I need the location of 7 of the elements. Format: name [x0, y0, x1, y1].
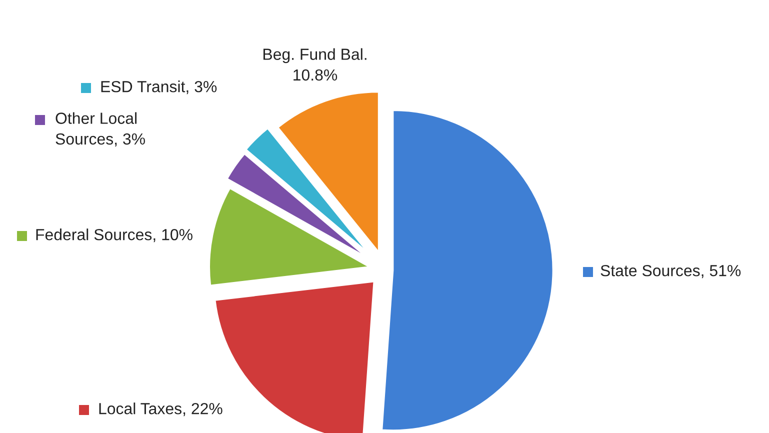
legend-label: Local Taxes, 22% — [99, 402, 222, 416]
legend-label: State Sources, 51% — [600, 264, 741, 278]
legend-label: ESD Transit, 3% — [101, 80, 217, 94]
slice-label: Beg. Fund Bal. — [263, 48, 366, 64]
data-label: 10.8% — [294, 69, 338, 81]
legend-label: Other Local Sources, 3% — [56, 112, 145, 147]
legend-label: Federal Sources, 10% — [36, 228, 192, 242]
